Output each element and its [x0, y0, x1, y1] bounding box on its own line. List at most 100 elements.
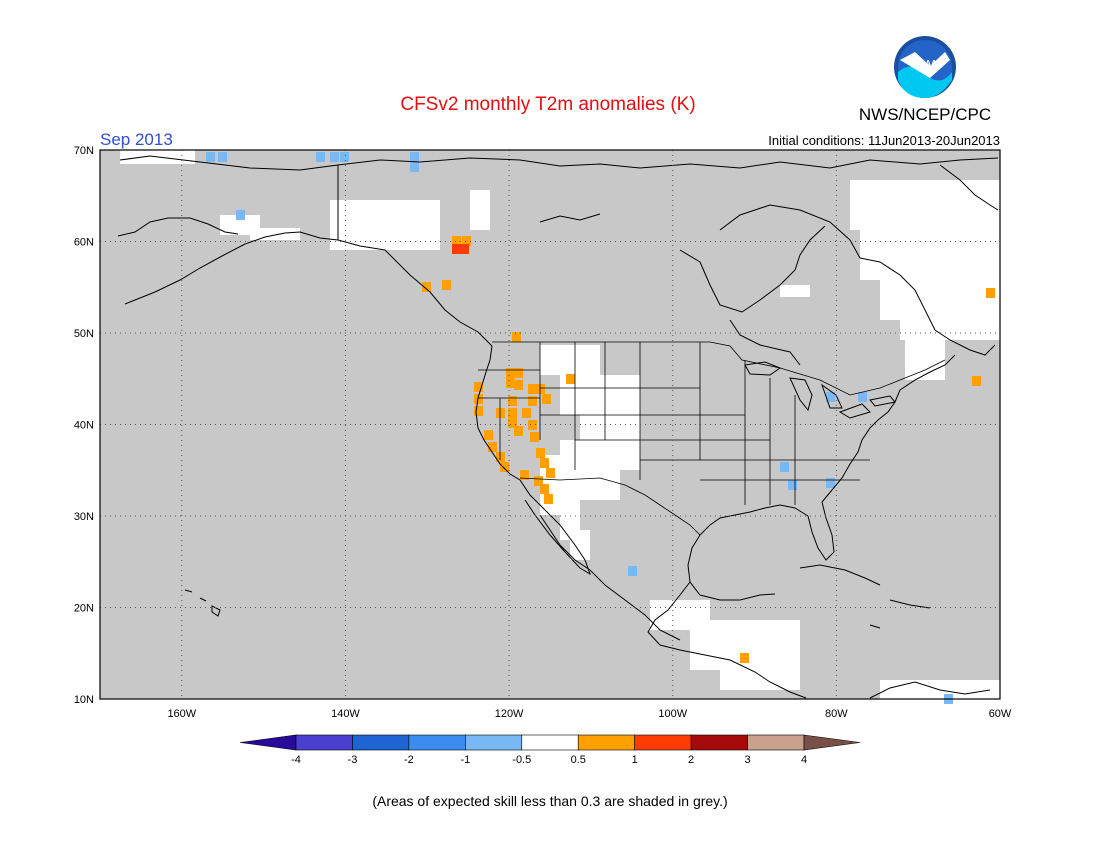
- colorbar-bin: [690, 734, 748, 751]
- colorbar-labels: -4 -3 -2 -1 -0.5 0.5 1 2 3 4: [291, 754, 807, 766]
- anomaly-cell: [500, 462, 509, 472]
- anomaly-cell: [514, 426, 523, 436]
- anomaly-cell: [520, 470, 529, 480]
- lat-label: 30N: [74, 511, 94, 523]
- lon-label: 140W: [331, 708, 360, 720]
- anomaly-cell: [496, 452, 505, 462]
- anomaly-cell: [536, 384, 545, 394]
- noaa-logo-text: NOAA: [913, 59, 937, 68]
- map-frame: [99, 149, 1001, 700]
- lon-label: 120W: [495, 708, 524, 720]
- anomaly-cell: [410, 152, 419, 162]
- anomaly-cell: [474, 394, 483, 404]
- anomaly-cell: [474, 382, 483, 392]
- anomaly-cell: [508, 408, 517, 418]
- anomaly-cell: [460, 244, 469, 254]
- anomaly-cell: [542, 394, 551, 404]
- anomaly-cell: [540, 484, 549, 494]
- lat-label: 70N: [74, 145, 94, 157]
- unshaded-areas: [120, 150, 1000, 699]
- anomaly-cell: [474, 406, 483, 416]
- colorbar-tick-label: 0.5: [571, 754, 586, 766]
- anomaly-cell: [496, 408, 505, 418]
- unshaded-block: [570, 530, 590, 560]
- colorbar-tick-label: -4: [291, 754, 301, 766]
- latitude-labels: 70N 60N 50N 40N 30N 20N 10N: [74, 145, 94, 706]
- unshaded-block: [540, 345, 600, 375]
- lon-label: 60W: [989, 708, 1012, 720]
- anomaly-cell: [536, 448, 545, 458]
- lon-label: 160W: [167, 708, 196, 720]
- anomaly-cell: [826, 392, 835, 402]
- colorbar-tick-label: 3: [744, 754, 750, 766]
- anomaly-cell: [452, 244, 461, 254]
- anomaly-cell: [508, 396, 517, 406]
- anomaly-cell: [546, 468, 555, 478]
- anomaly-cell: [422, 282, 431, 292]
- colorbar-bin: [465, 734, 523, 751]
- anomaly-cell: [986, 288, 995, 298]
- colorbar-low-arrow: [239, 734, 297, 751]
- colorbar-tick-label: -0.5: [512, 754, 531, 766]
- colorbar-bin: [577, 734, 635, 751]
- unshaded-block: [900, 300, 1000, 340]
- unshaded-block: [780, 285, 810, 297]
- anomaly-cell: [330, 152, 339, 162]
- anomaly-cell: [972, 376, 981, 386]
- colorbar-tick-label: -3: [348, 754, 358, 766]
- colorbar-bin: [634, 734, 692, 751]
- anomaly-cell: [218, 152, 227, 162]
- colorbar-tick-label: -1: [460, 754, 470, 766]
- skill-note: (Areas of expected skill less than 0.3 a…: [372, 793, 727, 809]
- anomaly-cell: [540, 458, 549, 468]
- unshaded-block: [250, 228, 300, 240]
- longitude-labels: 160W 140W 120W 100W 80W 60W: [167, 708, 1011, 720]
- lat-label: 10N: [74, 694, 94, 706]
- unshaded-block: [470, 190, 490, 230]
- agency-label: NWS/NCEP/CPC: [859, 105, 991, 124]
- anomaly-cell: [508, 418, 517, 428]
- colorbar-bin: [521, 734, 579, 751]
- anomaly-cell: [506, 378, 515, 388]
- anomaly-cell: [316, 152, 325, 162]
- figure-title: CFSv2 monthly T2m anomalies (K): [400, 94, 695, 115]
- anomaly-cell: [740, 653, 749, 663]
- anomaly-cell: [484, 430, 493, 440]
- forecast-month: Sep 2013: [100, 130, 173, 149]
- anomaly-cell: [628, 566, 637, 576]
- anomaly-cell: [462, 236, 471, 246]
- lon-label: 80W: [825, 708, 848, 720]
- anomaly-cell: [514, 380, 523, 390]
- unshaded-block: [600, 420, 640, 470]
- anomaly-cell: [528, 396, 537, 406]
- anomaly-cell: [528, 384, 537, 394]
- lon-label: 100W: [658, 708, 687, 720]
- anomaly-cell: [544, 494, 553, 504]
- anomaly-cell: [442, 280, 451, 290]
- anomaly-cell: [488, 442, 497, 452]
- anomaly-cells: [206, 152, 995, 704]
- anomaly-cell: [512, 332, 521, 342]
- unshaded-block: [720, 640, 800, 690]
- anomaly-cell: [452, 236, 461, 246]
- colorbar-tick-label: -2: [404, 754, 414, 766]
- anomaly-cell: [566, 374, 575, 384]
- colorbar-bin: [295, 734, 353, 751]
- anomaly-cell: [522, 408, 531, 418]
- lat-label: 40N: [74, 420, 94, 432]
- lat-label: 60N: [74, 237, 94, 249]
- noaa-logo: NOAA: [894, 36, 956, 98]
- anomaly-cell: [236, 210, 245, 220]
- anomaly-cell: [514, 368, 523, 378]
- colorbar-tick-label: 4: [801, 754, 807, 766]
- colorbar-bin: [352, 734, 410, 751]
- anomaly-cell: [530, 432, 539, 442]
- colorbar-tick-label: 2: [688, 754, 694, 766]
- colorbar-bin: [747, 734, 805, 751]
- colorbar: [239, 734, 861, 751]
- anomaly-cell: [528, 420, 537, 430]
- anomaly-cell: [858, 392, 867, 402]
- anomaly-cell: [206, 152, 215, 162]
- map-panel: [99, 149, 1001, 704]
